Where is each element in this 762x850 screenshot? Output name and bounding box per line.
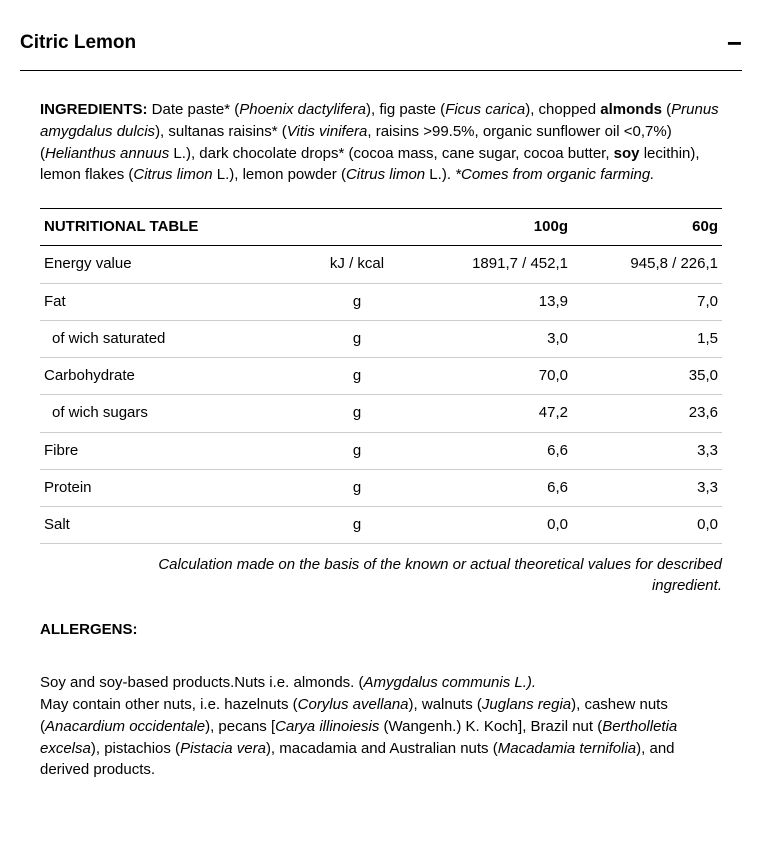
nutrient-unit: g	[312, 358, 402, 395]
nutrient-name: of wich saturated	[40, 320, 312, 357]
table-row: of wich saturatedg3,01,5	[40, 320, 722, 357]
nutrient-name: Protein	[40, 469, 312, 506]
allergens-text: Soy and soy-based products.Nuts i.e. alm…	[40, 651, 722, 782]
nutrient-100g: 1891,7 / 452,1	[402, 246, 572, 283]
nutrient-100g: 0,0	[402, 507, 572, 544]
nutrient-100g: 6,6	[402, 432, 572, 469]
nutrient-60g: 7,0	[572, 283, 722, 320]
nutrient-unit: g	[312, 320, 402, 357]
table-row: Carbohydrateg70,035,0	[40, 358, 722, 395]
table-row: Proteing6,63,3	[40, 469, 722, 506]
nutrient-unit: g	[312, 395, 402, 432]
nutrient-60g: 35,0	[572, 358, 722, 395]
nutrient-100g: 47,2	[402, 395, 572, 432]
table-row: Energy valuekJ / kcal1891,7 / 452,1945,8…	[40, 246, 722, 283]
col-header-unit	[312, 209, 402, 246]
col-header-label: NUTRITIONAL TABLE	[40, 209, 312, 246]
nutrient-60g: 0,0	[572, 507, 722, 544]
nutrient-name: Salt	[40, 507, 312, 544]
nutrient-60g: 1,5	[572, 320, 722, 357]
col-header-100g: 100g	[402, 209, 572, 246]
nutrient-100g: 6,6	[402, 469, 572, 506]
nutrient-60g: 3,3	[572, 469, 722, 506]
table-header-row: NUTRITIONAL TABLE 100g 60g	[40, 209, 722, 246]
nutrient-name: Carbohydrate	[40, 358, 312, 395]
col-header-60g: 60g	[572, 209, 722, 246]
nutrient-name: of wich sugars	[40, 395, 312, 432]
nutrient-unit: g	[312, 283, 402, 320]
nutrient-name: Fat	[40, 283, 312, 320]
table-row: of wich sugarsg47,223,6	[40, 395, 722, 432]
table-row: Saltg0,00,0	[40, 507, 722, 544]
nutrient-60g: 3,3	[572, 432, 722, 469]
product-title: Citric Lemon	[20, 30, 136, 56]
allergens-heading: ALLERGENS:	[40, 620, 722, 640]
accordion-content: INGREDIENTS: Date paste* (Phoenix dactyl…	[20, 71, 742, 781]
table-row: Fatg13,97,0	[40, 283, 722, 320]
nutrient-60g: 23,6	[572, 395, 722, 432]
nutrient-name: Fibre	[40, 432, 312, 469]
nutrient-unit: g	[312, 469, 402, 506]
calculation-note: Calculation made on the basis of the kno…	[40, 544, 722, 596]
table-row: Fibreg6,63,3	[40, 432, 722, 469]
nutrient-100g: 70,0	[402, 358, 572, 395]
nutritional-table: NUTRITIONAL TABLE 100g 60g Energy valuek…	[40, 208, 722, 544]
nutrient-100g: 3,0	[402, 320, 572, 357]
nutrient-60g: 945,8 / 226,1	[572, 246, 722, 283]
ingredients-label: INGREDIENTS:	[40, 101, 148, 118]
collapse-icon[interactable]: −	[727, 30, 742, 56]
ingredients-text: INGREDIENTS: Date paste* (Phoenix dactyl…	[40, 99, 722, 186]
nutrient-name: Energy value	[40, 246, 312, 283]
allergens-section: ALLERGENS: Soy and soy-based products.Nu…	[40, 620, 722, 781]
nutrient-100g: 13,9	[402, 283, 572, 320]
nutrient-unit: g	[312, 507, 402, 544]
nutrient-unit: kJ / kcal	[312, 246, 402, 283]
accordion-header[interactable]: Citric Lemon −	[20, 20, 742, 71]
nutrient-unit: g	[312, 432, 402, 469]
